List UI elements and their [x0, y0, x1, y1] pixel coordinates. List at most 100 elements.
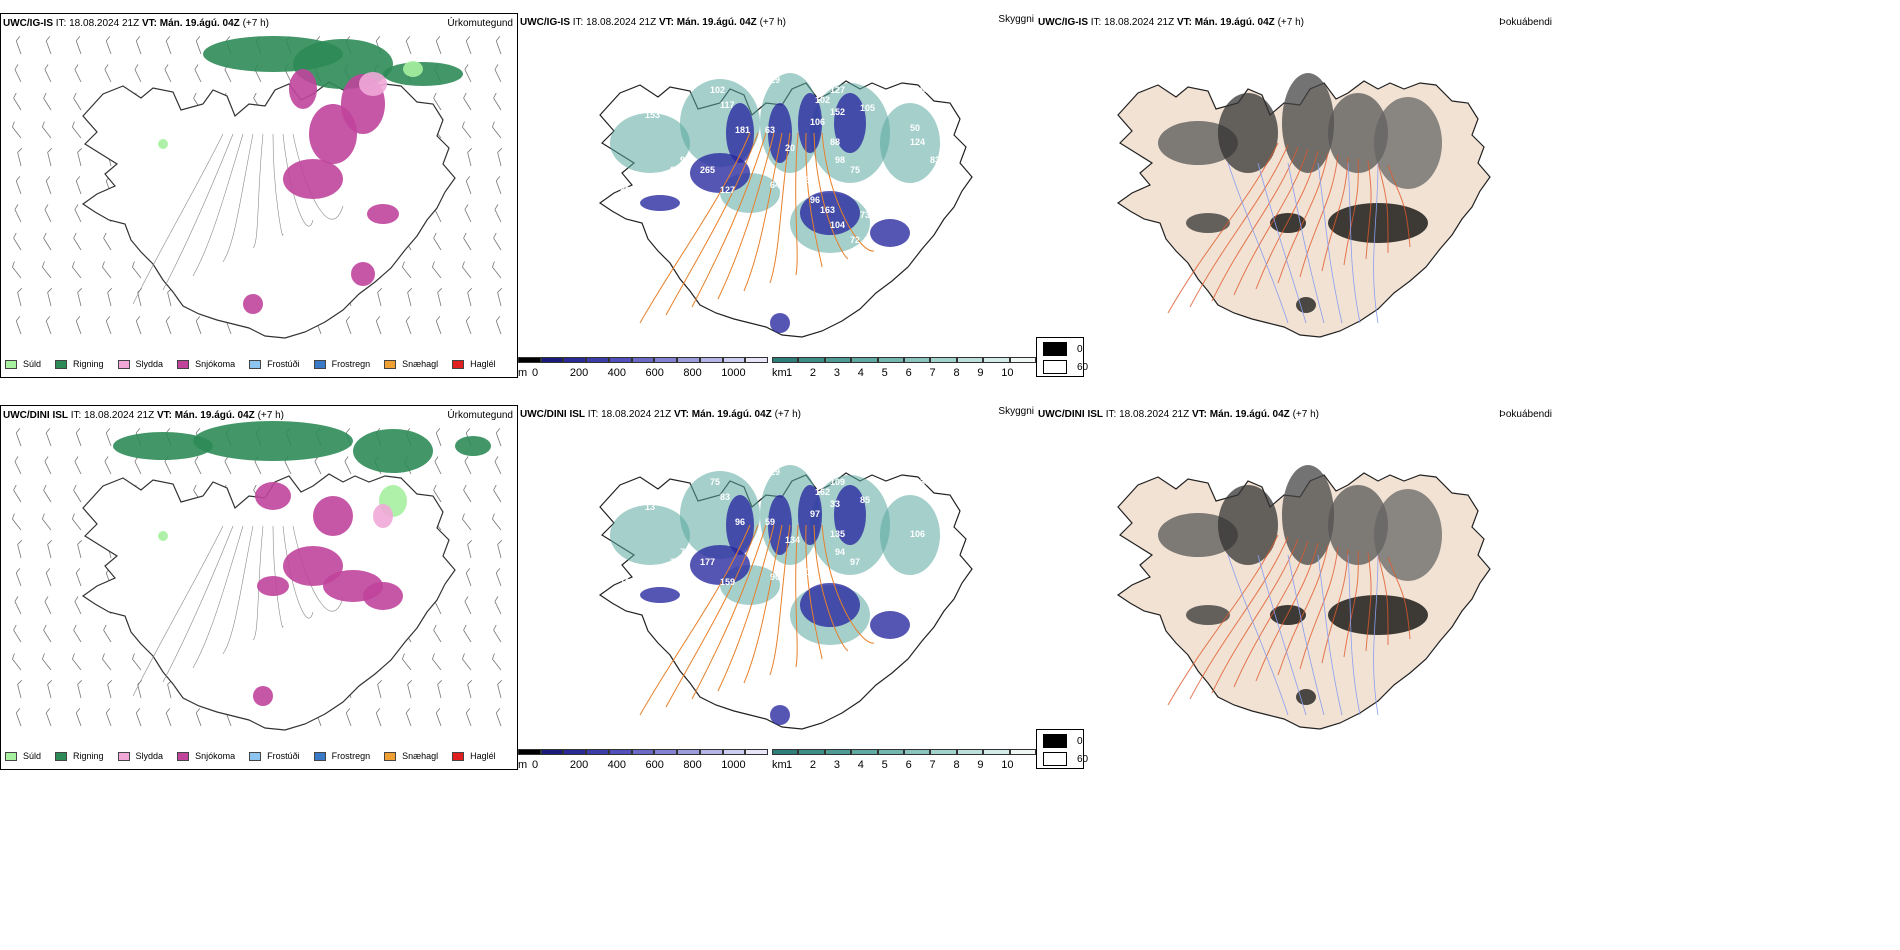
wind-barb [102, 653, 112, 671]
colorbar-cell [930, 357, 957, 363]
colorbar-tick: 200 [569, 759, 589, 771]
wind-barb [45, 316, 52, 335]
legend-label: Snjókoma [195, 751, 236, 761]
lead-time: (+7 h) [1277, 17, 1304, 28]
road-line [1277, 544, 1329, 676]
wind-barb [45, 428, 52, 447]
wind-barb [47, 680, 53, 699]
wind-barb [105, 428, 112, 447]
contour-line [272, 133, 284, 236]
legend-item-3: Snjókoma [177, 751, 235, 761]
legend-swatch [313, 359, 326, 369]
legend-label: Snjókoma [195, 359, 236, 369]
cloud-base-label: 114 [780, 305, 795, 315]
it-value: 18.08.2024 21Z [1119, 409, 1190, 420]
river-line [1287, 554, 1325, 716]
visibility-colorbar: km 1 2 3 4 5 6 7 8 9 10 [772, 749, 1036, 773]
cloud-base-label: 162 [815, 487, 830, 497]
wind-barb [405, 36, 412, 55]
colorbar-tick: 2 [809, 367, 817, 379]
fog-legend-low: 0 [1077, 344, 1083, 355]
wind-barb [105, 36, 112, 55]
wind-barb [17, 680, 23, 699]
colorbar-cell [904, 357, 931, 363]
cloud-base-label: 89 [620, 185, 630, 195]
fog-legend: 0 60 [1036, 337, 1088, 377]
wind-barb [44, 456, 52, 475]
road-line [821, 132, 875, 252]
colorbar-cell [654, 357, 678, 363]
wind-barb [195, 708, 202, 727]
wind-barb [463, 232, 472, 251]
wind-barb [467, 540, 473, 559]
contour-line [222, 525, 254, 655]
wind-barb [42, 653, 52, 671]
legend-label: Rigning [73, 359, 104, 369]
wind-barb [103, 624, 112, 643]
precip-patch [455, 436, 491, 456]
contour-line [272, 525, 284, 628]
wind-barb [14, 456, 22, 475]
legend-swatch [452, 751, 465, 761]
contour-line [162, 525, 234, 683]
wind-barb [44, 204, 52, 223]
fog-title: Þokuábendi [1499, 17, 1552, 28]
legend-item-7: Haglél [452, 751, 496, 761]
wind-barb [12, 261, 22, 279]
wind-barb [432, 653, 442, 671]
wind-barb [462, 261, 472, 279]
legend-item-1: Rigning [55, 359, 104, 369]
wind-barb [43, 92, 52, 111]
river-line [1257, 554, 1307, 716]
cloud-base-label: 105 [860, 103, 875, 113]
wind-barb [433, 232, 442, 251]
precip-patch [403, 61, 423, 77]
wind-barb [72, 513, 82, 531]
road-line [1233, 148, 1309, 296]
legend-label: Slydda [135, 359, 164, 369]
fog-legend-swatch-white [1043, 752, 1067, 766]
wind-barb [135, 36, 142, 55]
wind-barb [492, 513, 502, 531]
contour-line [132, 133, 224, 305]
road-line [1211, 146, 1299, 302]
wind-barb [433, 92, 442, 111]
wind-barb [465, 176, 472, 195]
colorbar-cell [518, 357, 541, 363]
wind-barb [45, 36, 52, 55]
fog-panel-bottom: UWC/DINI ISL IT: 18.08.2024 21Z VT: Mán.… [1036, 405, 1556, 770]
wind-barb [75, 708, 82, 727]
precip-patch [283, 546, 343, 586]
fog-patch [1328, 93, 1388, 173]
wind-barb [492, 653, 502, 671]
cloud-base-label: 124 [910, 137, 925, 147]
fog-patch [1328, 595, 1428, 635]
legend-item-4: Frostúði [249, 751, 300, 761]
colorbar-tick: 9 [977, 367, 984, 379]
cloud-base-label: 82 [860, 67, 870, 77]
vt-value: Mán. 19.ágú. 04Z [174, 410, 255, 421]
wind-barb [495, 708, 502, 727]
cloud-base-label: 153 [645, 110, 660, 120]
road-line [1211, 538, 1299, 694]
cloud-base-label: 10 [820, 77, 830, 87]
cloud-base-label: 13 [645, 502, 655, 512]
contour-line [292, 525, 344, 612]
cloud-panel-top: UWC/IG-IS IT: 18.08.2024 21Z VT: Mán. 19… [518, 13, 1038, 379]
wind-barb [497, 288, 503, 307]
wind-barb [44, 596, 52, 615]
cloud-base-label: 86 [930, 495, 940, 505]
colorbar-tick: 4 [857, 759, 864, 771]
wind-barb [72, 121, 82, 139]
wind-barb [463, 624, 472, 643]
wind-barb [465, 316, 472, 335]
colorbar-cell [851, 357, 878, 363]
contour-line [162, 133, 234, 291]
precip-patch [359, 72, 387, 96]
wind-barb [14, 64, 22, 83]
colorbar-tick: 1000 [721, 759, 746, 771]
road-line [743, 132, 783, 292]
wind-barb [72, 653, 82, 671]
wind-barb [104, 456, 112, 475]
